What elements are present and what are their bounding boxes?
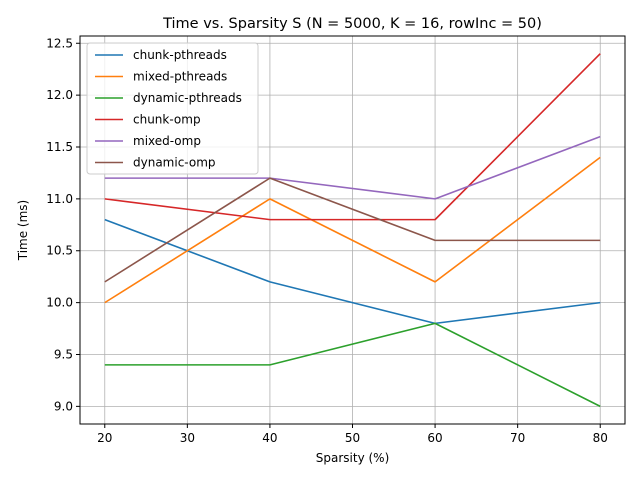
- legend: chunk-pthreads mixed-pthreads dynamic-pthr…: [86, 42, 259, 175]
- series-lines: [104, 53, 601, 408]
- legend-label: chunk-pthreads: [133, 48, 227, 62]
- legend-label: mixed-omp: [133, 134, 201, 148]
- series-line-mixed-pthreads: [104, 156, 601, 304]
- x-tick-label: 70: [510, 431, 525, 445]
- legend-box: [86, 42, 259, 175]
- series-line-dynamic-pthreads: [104, 322, 601, 408]
- y-tick-label: 11.0: [46, 192, 73, 206]
- y-axis-label: Time (ms): [16, 200, 30, 262]
- x-tick-label: 30: [180, 431, 195, 445]
- x-tick-label: 20: [97, 431, 112, 445]
- x-tick-label: 60: [427, 431, 442, 445]
- series-line-mixed-omp: [104, 135, 601, 200]
- x-tick-label: 80: [593, 431, 608, 445]
- legend-label: mixed-pthreads: [133, 70, 227, 84]
- legend-label: chunk-omp: [133, 113, 201, 127]
- series-line-dynamic-omp: [104, 177, 601, 283]
- y-tick-label: 9.5: [54, 347, 73, 361]
- y-tick-label: 12.5: [46, 36, 73, 50]
- series-line-chunk-omp: [104, 53, 601, 221]
- y-tick-label: 10.5: [46, 244, 73, 258]
- x-axis-label: Sparsity (%): [316, 451, 390, 465]
- x-tick-label: 40: [262, 431, 277, 445]
- y-tick-label: 12.0: [46, 88, 73, 102]
- axis-ticks: 20 30 40 50 60 70 80 9.0 9.5 10.0 10.5 11.0 11.5 12.0…: [46, 36, 608, 445]
- legend-label: dynamic-pthreads: [133, 91, 242, 105]
- y-tick-label: 9.0: [54, 399, 73, 413]
- x-tick-label: 50: [345, 431, 360, 445]
- chart-title: Time vs. Sparsity S (N = 5000, K = 16, r…: [162, 16, 542, 32]
- y-tick-label: 10.0: [46, 296, 73, 310]
- y-tick-label: 11.5: [46, 140, 73, 154]
- legend-label: dynamic-omp: [133, 156, 216, 170]
